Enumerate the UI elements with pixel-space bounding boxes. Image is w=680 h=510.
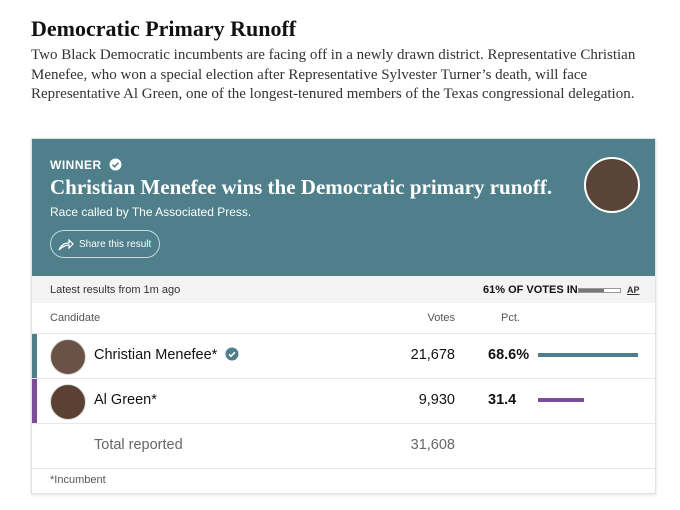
status-bar: Latest results from 1m ago 61% OF VOTES … <box>32 276 655 303</box>
votes: 21,678 <box>410 347 455 363</box>
pct: 68.6% <box>488 347 530 363</box>
column-header: Candidate Votes Pct. <box>32 303 655 334</box>
pct: 31.4 <box>488 392 517 408</box>
share-text: Share this result <box>79 239 152 250</box>
description: Two Black Democratic incumbents are faci… <box>31 47 636 102</box>
headline: Christian Menefee wins the Democratic pr… <box>50 175 553 199</box>
votes-in: 61% OF VOTES IN <box>483 284 578 296</box>
total-row: Total reported 31,608 <box>32 424 655 469</box>
candidate-row: Al Green* 9,930 31.4 <box>32 379 655 424</box>
votes: 9,930 <box>418 392 455 408</box>
updated: Latest results from 1m ago <box>50 284 181 296</box>
column-label: Pct. <box>501 312 520 324</box>
result-header: WINNER Christian Menefee wins the Democr… <box>32 139 655 276</box>
winner-label: WINNER <box>50 158 122 172</box>
row-stripe <box>32 379 37 423</box>
winner-photo <box>584 157 640 213</box>
candidate-name: Christian Menefee* <box>94 347 239 363</box>
winner-text: WINNER <box>50 158 102 172</box>
row-stripe <box>32 334 37 378</box>
result-card: WINNER Christian Menefee wins the Democr… <box>31 138 656 494</box>
source: AP <box>627 285 640 295</box>
pct-bar <box>538 353 639 357</box>
check-icon <box>225 347 239 361</box>
share-button[interactable]: Share this result <box>50 230 160 258</box>
name-text: Christian Menefee* <box>94 347 218 363</box>
footnote: *Incumbent <box>50 474 106 486</box>
share-icon <box>58 238 74 251</box>
candidate-photo <box>50 339 86 375</box>
candidate-photo <box>50 384 86 420</box>
title: Democratic Primary Runoff <box>31 16 297 41</box>
column-label: Votes <box>427 312 455 324</box>
pct-bar <box>538 398 584 402</box>
candidate-row: Christian Menefee* 21,678 68.6% <box>32 334 655 379</box>
total-votes: 31,608 <box>410 437 455 453</box>
check-icon <box>109 158 122 171</box>
called-by: Race called by The Associated Press. <box>50 205 252 219</box>
candidate-name: Al Green* <box>94 392 157 408</box>
progress-track <box>578 288 621 293</box>
total-label: Total reported <box>94 437 183 453</box>
column-label: Candidate <box>50 312 101 324</box>
progress-fill <box>579 289 604 292</box>
